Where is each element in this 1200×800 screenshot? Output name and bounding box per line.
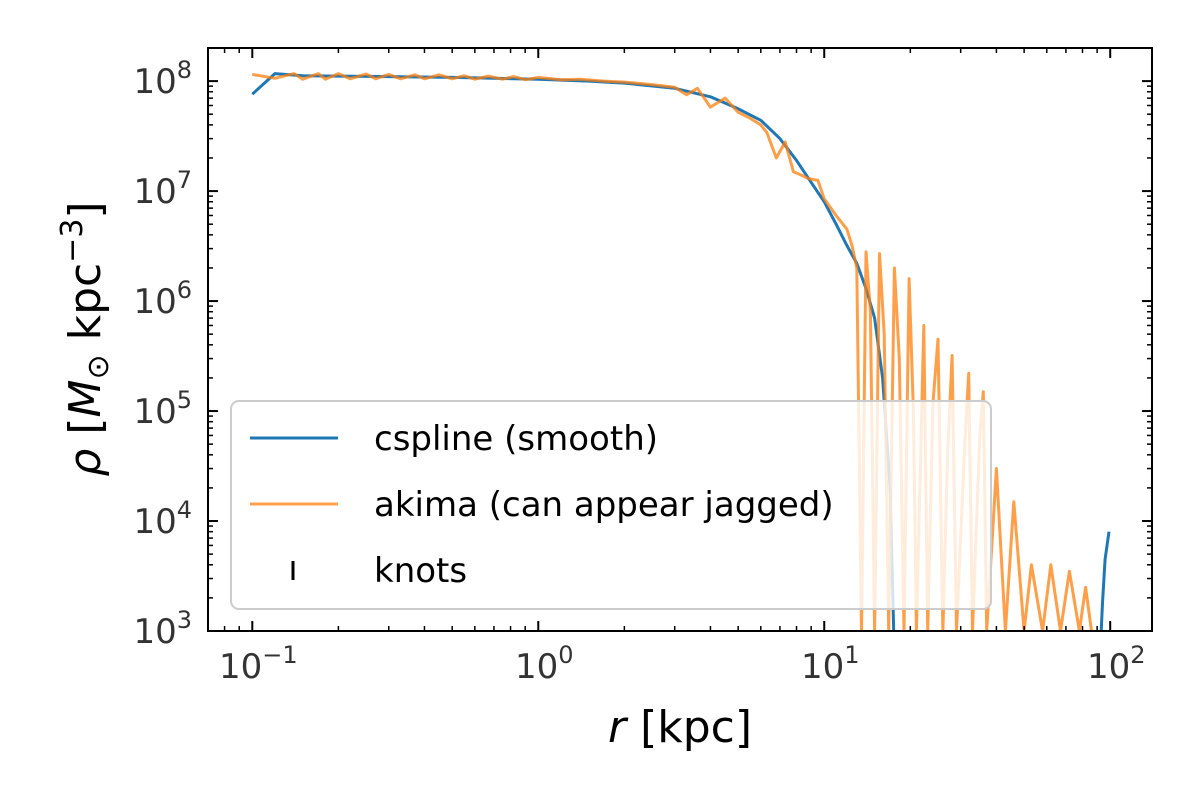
y-axis-label-mass: M xyxy=(60,380,111,418)
y-tick-label: 103 xyxy=(133,606,192,652)
y-axis-label-close: ] xyxy=(60,201,111,218)
plot-frame xyxy=(207,47,1153,632)
legend-label-knots: knots xyxy=(374,551,467,591)
x-axis-label-symbol: r xyxy=(608,702,629,753)
y-axis-label-symbol: ρ xyxy=(60,449,111,477)
y-tick-label: 105 xyxy=(133,386,192,432)
legend-label-cspline: cspline (smooth) xyxy=(374,419,658,459)
y-axis-label-open: [ xyxy=(60,418,111,449)
y-axis-label-unit: kpc xyxy=(60,263,111,355)
x-axis-label-unit: [kpc] xyxy=(626,702,752,753)
y-axis-label: ρ [M⊙ kpc−3] xyxy=(55,201,116,476)
legend-label-akima: akima (can appear jagged) xyxy=(374,485,834,525)
series-line-cspline-tail xyxy=(1099,531,1111,631)
legend-box xyxy=(230,400,992,610)
legend: cspline (smooth) akima (can appear jagge… xyxy=(230,400,992,610)
x-tick-label: 10−1 xyxy=(219,641,298,687)
y-tick-label: 108 xyxy=(133,56,192,102)
x-tick-label: 100 xyxy=(515,641,574,687)
x-tick-label: 102 xyxy=(1087,641,1146,687)
y-tick-label: 107 xyxy=(133,166,192,212)
y-axis-label-sun: ⊙ xyxy=(81,354,116,379)
tick-layer: 10−1 100 101 102 103 104 105 106 107 108 xyxy=(133,48,1152,687)
y-axis-label-exponent: −3 xyxy=(55,219,90,263)
x-axis-label: r [kpc] xyxy=(608,702,752,753)
y-tick-label: 106 xyxy=(133,276,192,322)
y-tick-label: 104 xyxy=(133,496,192,542)
x-tick-label: 101 xyxy=(801,641,860,687)
